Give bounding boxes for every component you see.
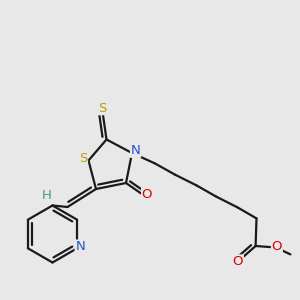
Text: S: S xyxy=(79,152,87,166)
Text: O: O xyxy=(142,188,152,202)
Text: N: N xyxy=(131,144,140,157)
Text: N: N xyxy=(75,240,85,253)
Text: O: O xyxy=(272,239,282,253)
Text: S: S xyxy=(98,101,106,115)
Text: O: O xyxy=(233,255,243,268)
Text: H: H xyxy=(42,189,51,202)
